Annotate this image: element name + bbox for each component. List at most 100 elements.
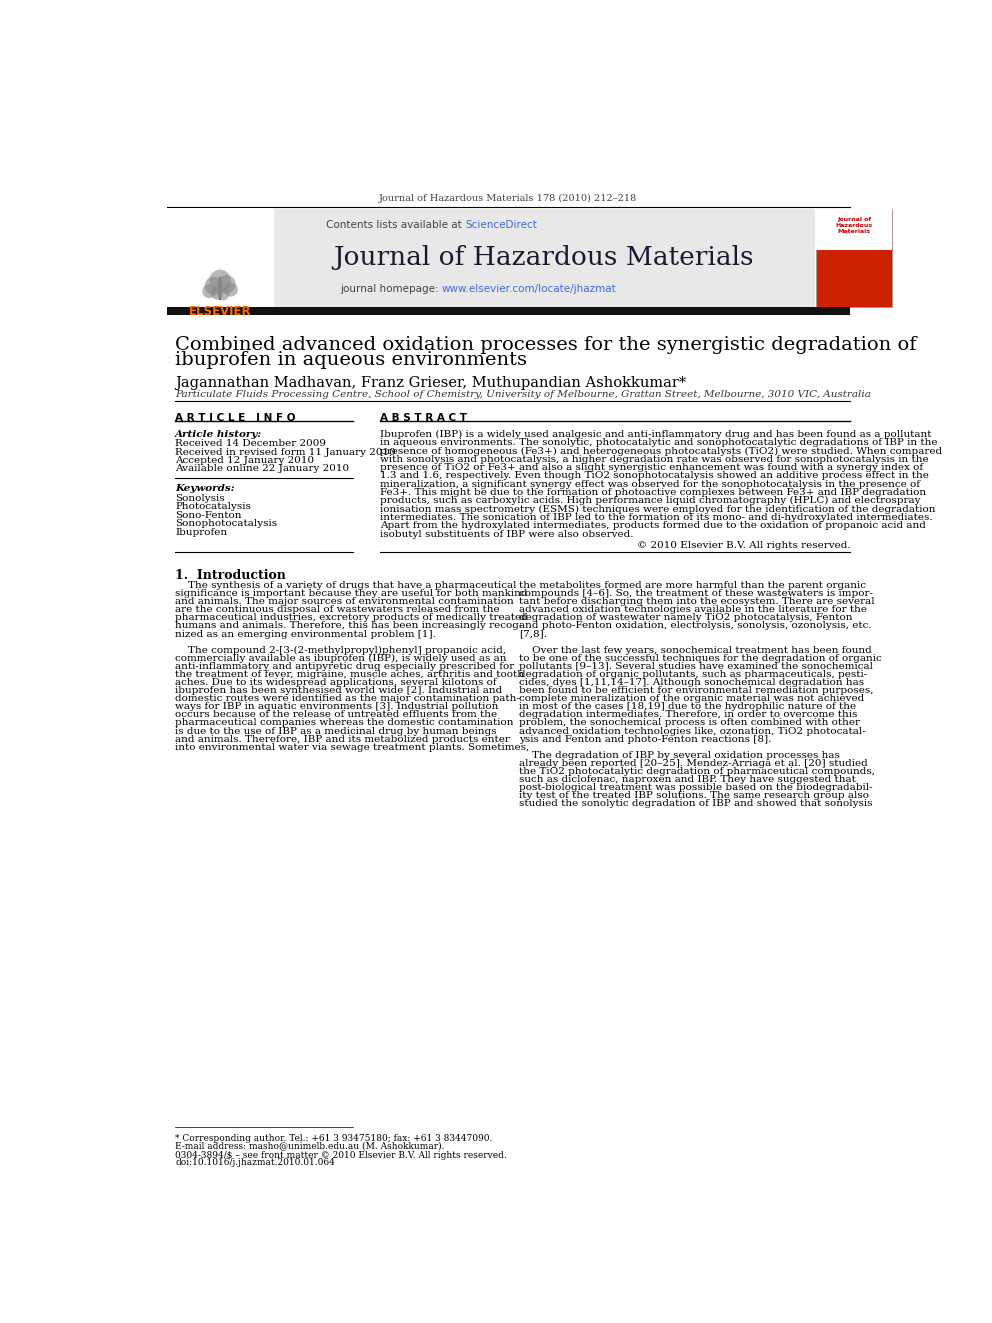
Text: commercially available as ibuprofen (IBP), is widely used as an: commercially available as ibuprofen (IBP… xyxy=(176,654,507,663)
Text: in most of the cases [18,19] due to the hydrophilic nature of the: in most of the cases [18,19] due to the … xyxy=(519,703,856,712)
Text: intermediates. The sonication of IBP led to the formation of its mono- and di-hy: intermediates. The sonication of IBP led… xyxy=(380,513,932,523)
Text: Photocatalysis: Photocatalysis xyxy=(176,503,251,511)
Text: tant before discharging them into the ecosystem. There are several: tant before discharging them into the ec… xyxy=(519,597,875,606)
Text: occurs because of the release of untreated effluents from the: occurs because of the release of untreat… xyxy=(176,710,497,720)
Text: Ibuprofen (IBP) is a widely used analgesic and anti-inflammatory drug and has be: Ibuprofen (IBP) is a widely used analges… xyxy=(380,430,931,439)
Text: and photo-Fenton oxidation, electrolysis, sonolysis, ozonolysis, etc.: and photo-Fenton oxidation, electrolysis… xyxy=(519,622,872,631)
Text: The compound 2-[3-(2-methylpropyl)phenyl] propanoic acid,: The compound 2-[3-(2-methylpropyl)phenyl… xyxy=(176,646,506,655)
Text: * Corresponding author. Tel.: +61 3 93475180; fax: +61 3 83447090.: * Corresponding author. Tel.: +61 3 9347… xyxy=(176,1134,492,1143)
Bar xyxy=(169,208,271,307)
Text: Apart from the hydroxylated intermediates, products formed due to the oxidation : Apart from the hydroxylated intermediate… xyxy=(380,521,926,531)
Text: Ibuprofen: Ibuprofen xyxy=(176,528,227,537)
Text: ity test of the treated IBP solutions. The same research group also: ity test of the treated IBP solutions. T… xyxy=(519,791,869,800)
Text: degradation intermediates. Therefore, in order to overcome this: degradation intermediates. Therefore, in… xyxy=(519,710,858,720)
Bar xyxy=(816,209,892,250)
Circle shape xyxy=(217,288,229,300)
Text: A R T I C L E   I N F O: A R T I C L E I N F O xyxy=(176,413,296,423)
Text: Article history:: Article history: xyxy=(176,430,263,439)
Text: nized as an emerging environmental problem [1].: nized as an emerging environmental probl… xyxy=(176,630,436,639)
Text: Combined advanced oxidation processes for the synergistic degradation of: Combined advanced oxidation processes fo… xyxy=(176,336,917,353)
Text: studied the sonolytic degradation of IBP and showed that sonolysis: studied the sonolytic degradation of IBP… xyxy=(519,799,873,808)
Text: the treatment of fever, migraine, muscle aches, arthritis and tooth: the treatment of fever, migraine, muscle… xyxy=(176,669,524,679)
Text: complete mineralization of the organic material was not achieved: complete mineralization of the organic m… xyxy=(519,695,864,704)
Text: mineralization, a significant synergy effect was observed for the sonophotocatal: mineralization, a significant synergy ef… xyxy=(380,480,920,488)
Text: presence of TiO2 or Fe3+ and also a slight synergistic enhancement was found wit: presence of TiO2 or Fe3+ and also a slig… xyxy=(380,463,923,472)
Text: Journal of Hazardous Materials: Journal of Hazardous Materials xyxy=(333,245,754,270)
Text: isobutyl substituents of IBP were also observed.: isobutyl substituents of IBP were also o… xyxy=(380,529,633,538)
Text: Sonolysis: Sonolysis xyxy=(176,493,225,503)
Text: Received in revised form 11 January 2010: Received in revised form 11 January 2010 xyxy=(176,447,396,456)
Text: to be one of the successful techniques for the degradation of organic: to be one of the successful techniques f… xyxy=(519,654,882,663)
Text: the metabolites formed are more harmful than the parent organic: the metabolites formed are more harmful … xyxy=(519,581,866,590)
Text: pharmaceutical companies whereas the domestic contamination: pharmaceutical companies whereas the dom… xyxy=(176,718,514,728)
Text: humans and animals. Therefore, this has been increasingly recog-: humans and animals. Therefore, this has … xyxy=(176,622,523,631)
Text: www.elsevier.com/locate/jhazmat: www.elsevier.com/locate/jhazmat xyxy=(441,284,616,294)
Text: Accepted 12 January 2010: Accepted 12 January 2010 xyxy=(176,456,314,464)
Text: ionisation mass spectrometry (ESMS) techniques were employed for the identificat: ionisation mass spectrometry (ESMS) tech… xyxy=(380,504,935,513)
Text: [7,8].: [7,8]. xyxy=(519,630,548,639)
Text: compounds [4–6]. So, the treatment of these wastewaters is impor-: compounds [4–6]. So, the treatment of th… xyxy=(519,589,873,598)
Text: problem, the sonochemical process is often combined with other: problem, the sonochemical process is oft… xyxy=(519,718,860,728)
Text: ysis and Fenton and photo-Fenton reactions [8].: ysis and Fenton and photo-Fenton reactio… xyxy=(519,734,772,744)
Text: ibuprofen has been synthesised world wide [2]. Industrial and: ibuprofen has been synthesised world wid… xyxy=(176,687,502,695)
Text: Particulate Fluids Processing Centre, School of Chemistry, University of Melbour: Particulate Fluids Processing Centre, Sc… xyxy=(176,390,871,398)
Text: pharmaceutical industries, excretory products of medically treated: pharmaceutical industries, excretory pro… xyxy=(176,614,528,622)
Circle shape xyxy=(202,284,216,298)
Text: Jagannathan Madhavan, Franz Grieser, Muthupandian Ashokkumar*: Jagannathan Madhavan, Franz Grieser, Mut… xyxy=(176,376,686,390)
Text: Contents lists available at: Contents lists available at xyxy=(326,221,465,230)
Text: degradation of organic pollutants, such as pharmaceuticals, pesti-: degradation of organic pollutants, such … xyxy=(519,669,867,679)
Text: Available online 22 January 2010: Available online 22 January 2010 xyxy=(176,464,349,474)
Text: doi:10.1016/j.jhazmat.2010.01.064: doi:10.1016/j.jhazmat.2010.01.064 xyxy=(176,1158,335,1167)
Text: Keywords:: Keywords: xyxy=(176,484,235,493)
Text: journal homepage:: journal homepage: xyxy=(340,284,441,294)
Text: 0304-3894/$ – see front matter © 2010 Elsevier B.V. All rights reserved.: 0304-3894/$ – see front matter © 2010 El… xyxy=(176,1151,507,1159)
Circle shape xyxy=(217,275,236,294)
Text: Journal of Hazardous Materials 178 (2010) 212–218: Journal of Hazardous Materials 178 (2010… xyxy=(379,194,638,204)
Text: cides, dyes [1,11,14–17]. Although sonochemical degradation has: cides, dyes [1,11,14–17]. Although sonoc… xyxy=(519,679,864,687)
Text: are the continuous disposal of wastewaters released from the: are the continuous disposal of wastewate… xyxy=(176,606,500,614)
Text: aches. Due to its widespread applications, several kilotons of: aches. Due to its widespread application… xyxy=(176,679,497,687)
Text: A B S T R A C T: A B S T R A C T xyxy=(380,413,467,423)
Text: The degradation of IBP by several oxidation processes has: The degradation of IBP by several oxidat… xyxy=(519,751,840,759)
Text: anti-inflammatory and antipyretic drug especially prescribed for: anti-inflammatory and antipyretic drug e… xyxy=(176,662,515,671)
Text: The synthesis of a variety of drugs that have a pharmaceutical: The synthesis of a variety of drugs that… xyxy=(176,581,517,590)
Text: degradation of wastewater namely TiO2 photocatalysis, Fenton: degradation of wastewater namely TiO2 ph… xyxy=(519,614,853,622)
Text: ways for IBP in aquatic environments [3]. Industrial pollution: ways for IBP in aquatic environments [3]… xyxy=(176,703,499,712)
Circle shape xyxy=(204,277,223,295)
Text: significance is important because they are useful for both mankind: significance is important because they a… xyxy=(176,589,528,598)
Text: post-biological treatment was possible based on the biodegradabil-: post-biological treatment was possible b… xyxy=(519,783,873,792)
Text: in aqueous environments. The sonolytic, photocatalytic and sonophotocatalytic de: in aqueous environments. The sonolytic, … xyxy=(380,438,937,447)
Circle shape xyxy=(209,270,231,291)
Text: ELSEVIER: ELSEVIER xyxy=(188,306,251,318)
Text: advanced oxidation technologies available in the literature for the: advanced oxidation technologies availabl… xyxy=(519,606,867,614)
Text: 1.  Introduction: 1. Introduction xyxy=(176,569,286,582)
Text: advanced oxidation technologies like, ozonation, TiO2 photocatal-: advanced oxidation technologies like, oz… xyxy=(519,726,866,736)
Text: already been reported [20–25]. Mendez-Arriaga et al. [20] studied: already been reported [20–25]. Mendez-Ar… xyxy=(519,759,868,767)
Text: ibuprofen in aqueous environments: ibuprofen in aqueous environments xyxy=(176,352,527,369)
Text: Sonophotocatalysis: Sonophotocatalysis xyxy=(176,519,278,528)
Text: into environmental water via sewage treatment plants. Sometimes,: into environmental water via sewage trea… xyxy=(176,742,530,751)
Text: such as diclofenac, naproxen and IBP. They have suggested that: such as diclofenac, naproxen and IBP. Th… xyxy=(519,775,856,785)
Text: and animals. Therefore, IBP and its metabolized products enter: and animals. Therefore, IBP and its meta… xyxy=(176,734,510,744)
Bar xyxy=(274,209,814,307)
Text: the TiO2 photocatalytic degradation of pharmaceutical compounds,: the TiO2 photocatalytic degradation of p… xyxy=(519,767,875,777)
Text: domestic routes were identified as the major contamination path-: domestic routes were identified as the m… xyxy=(176,695,520,704)
Text: is due to the use of IBP as a medicinal drug by human beings: is due to the use of IBP as a medicinal … xyxy=(176,726,497,736)
Text: with sonolysis and photocatalysis, a higher degradation rate was observed for so: with sonolysis and photocatalysis, a hig… xyxy=(380,455,929,464)
Text: Over the last few years, sonochemical treatment has been found: Over the last few years, sonochemical tr… xyxy=(519,646,872,655)
Text: presence of homogeneous (Fe3+) and heterogeneous photocatalysts (TiO2) were stud: presence of homogeneous (Fe3+) and heter… xyxy=(380,446,941,455)
Text: pollutants [9–13]. Several studies have examined the sonochemical: pollutants [9–13]. Several studies have … xyxy=(519,662,873,671)
Text: Sono-Fenton: Sono-Fenton xyxy=(176,511,242,520)
Text: E-mail address: masho@unimelb.edu.au (M. Ashokkumar).: E-mail address: masho@unimelb.edu.au (M.… xyxy=(176,1142,444,1150)
Circle shape xyxy=(224,283,238,296)
Text: 1.3 and 1.6, respectively. Even though TiO2 sonophotocatalysis showed an additiv: 1.3 and 1.6, respectively. Even though T… xyxy=(380,471,929,480)
Text: been found to be efficient for environmental remediation purposes,: been found to be efficient for environme… xyxy=(519,687,874,695)
Bar xyxy=(816,209,892,307)
Text: and animals. The major sources of environmental contamination: and animals. The major sources of enviro… xyxy=(176,597,514,606)
Text: © 2010 Elsevier B.V. All rights reserved.: © 2010 Elsevier B.V. All rights reserved… xyxy=(637,541,850,550)
Bar xyxy=(167,307,850,315)
Text: Journal of
Hazardous
Materials: Journal of Hazardous Materials xyxy=(835,217,873,234)
Text: Received 14 December 2009: Received 14 December 2009 xyxy=(176,439,326,448)
Text: products, such as carboxylic acids. High performance liquid chromatography (HPLC: products, such as carboxylic acids. High… xyxy=(380,496,921,505)
Text: Fe3+. This might be due to the formation of photoactive complexes between Fe3+ a: Fe3+. This might be due to the formation… xyxy=(380,488,926,497)
